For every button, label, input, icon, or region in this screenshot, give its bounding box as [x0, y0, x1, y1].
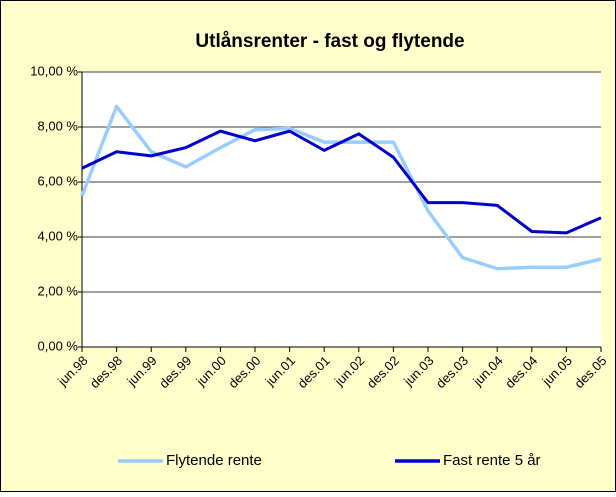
y-tick-label: 8,00 %: [38, 118, 79, 133]
series-line: [81, 129, 602, 235]
y-tick-label: 4,00 %: [38, 228, 79, 243]
plot-area: [82, 72, 601, 347]
legend-label: Flytende rente: [166, 452, 262, 469]
y-tick-label: 0,00 %: [38, 338, 79, 353]
legend-label: Fast rente 5 år: [443, 452, 541, 469]
y-tick-label: 6,00 %: [38, 173, 79, 188]
y-tick-label: 10,00 %: [30, 63, 78, 78]
y-tick-label: 2,00 %: [38, 283, 79, 298]
chart-title: Utlånsrenter - fast og flytende: [195, 31, 464, 52]
